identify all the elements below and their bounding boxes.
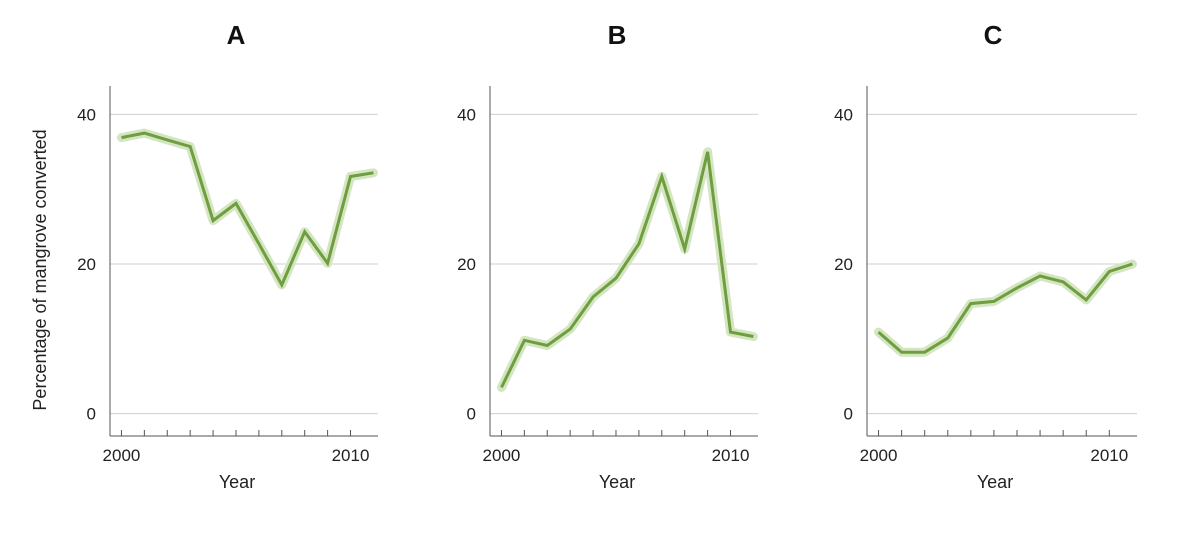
y-tick-label: 20 xyxy=(77,255,96,274)
y-tick-label: 0 xyxy=(87,405,96,424)
panel-title: C xyxy=(984,20,1003,50)
x-tick-label: 2010 xyxy=(332,446,370,465)
panel-title: A xyxy=(227,20,246,50)
x-tick-label: 2000 xyxy=(860,446,898,465)
y-tick-label: 20 xyxy=(457,255,476,274)
x-tick-label: 2010 xyxy=(1090,446,1128,465)
y-tick-label: 0 xyxy=(467,405,476,424)
y-tick-label: 20 xyxy=(834,255,853,274)
series-line xyxy=(500,151,754,389)
series-band xyxy=(117,128,378,290)
series-band xyxy=(874,259,1137,357)
x-axis-label: Year xyxy=(219,472,255,492)
series-line xyxy=(877,262,1133,354)
x-axis-label: Year xyxy=(977,472,1013,492)
y-axis-label: Percentage of mangrove converted xyxy=(30,129,50,410)
x-tick-label: 2010 xyxy=(712,446,750,465)
x-axis-label: Year xyxy=(599,472,635,492)
series-line xyxy=(121,131,374,289)
x-tick-label: 2000 xyxy=(483,446,521,465)
series-band xyxy=(497,147,758,392)
y-tick-label: 40 xyxy=(834,105,853,124)
y-tick-label: 40 xyxy=(457,105,476,124)
y-tick-label: 40 xyxy=(77,105,96,124)
y-tick-label: 0 xyxy=(844,405,853,424)
x-tick-label: 2000 xyxy=(103,446,141,465)
panel-title: B xyxy=(608,20,627,50)
